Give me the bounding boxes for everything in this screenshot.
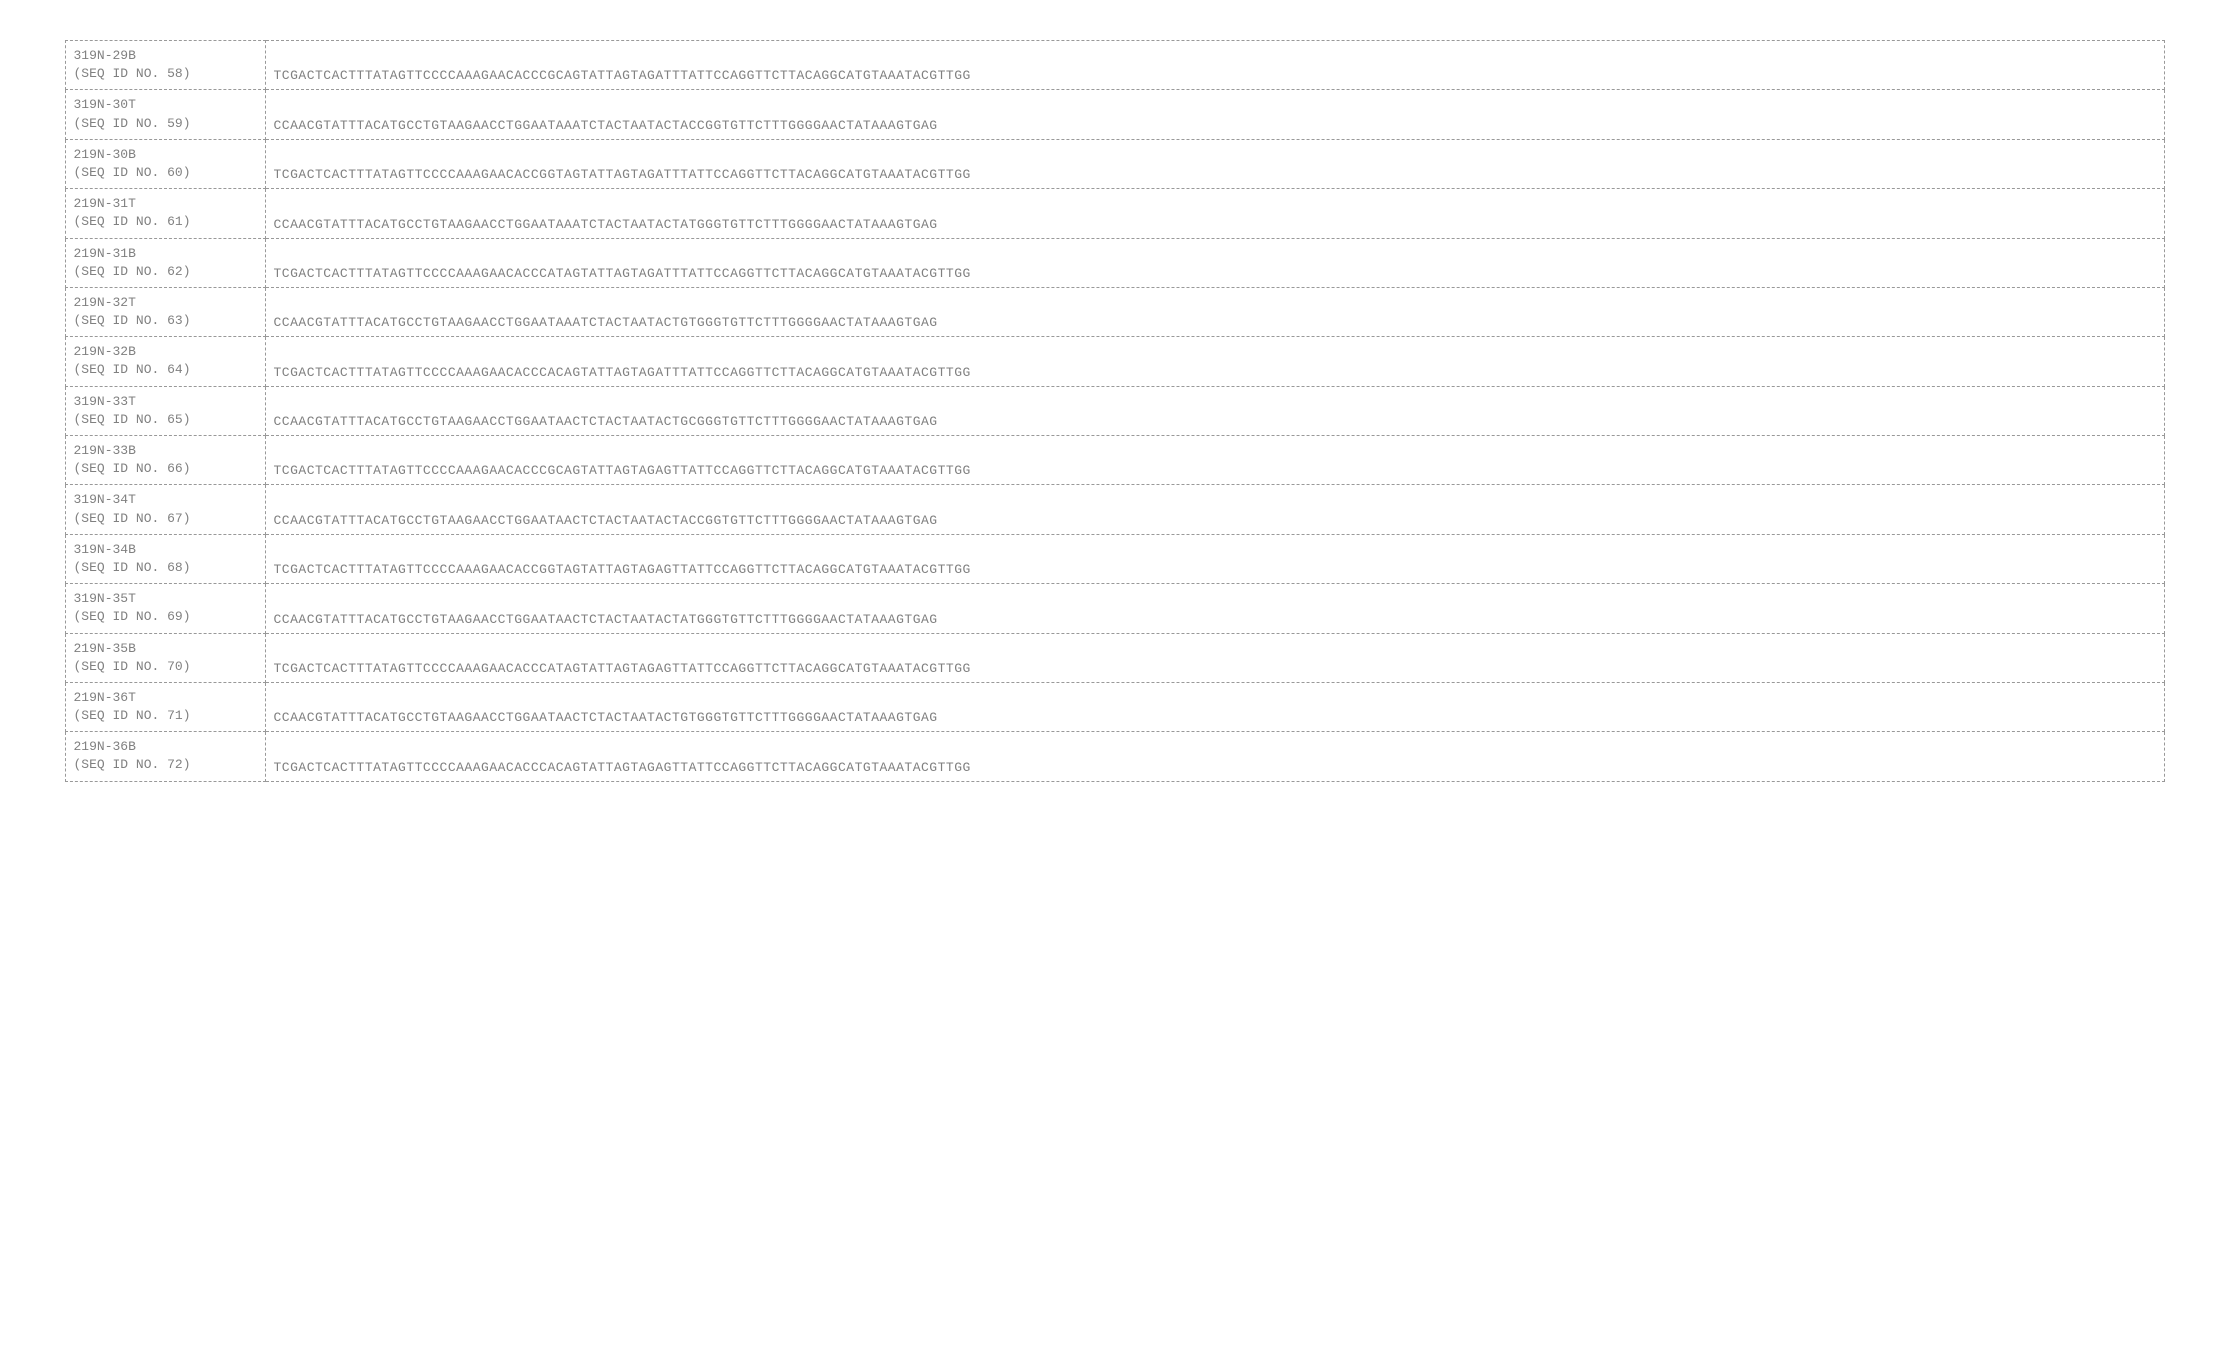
sequence-value-cell: CCAACGTATTTACATGCCTGTAAGAACCTGGAATAAATCT…	[265, 287, 2164, 336]
sequence-value-cell: TCGACTCACTTTATAGTTCCCCAAAGAACACCCACAGTAT…	[265, 732, 2164, 781]
sequence-label-cell: 219N-32B(SEQ ID NO. 64)	[65, 337, 265, 386]
sequence-table-container: 319N-29B(SEQ ID NO. 58)TCGACTCACTTTATAGT…	[65, 40, 2165, 782]
sequence-label-cell: 319N-33T(SEQ ID NO. 65)	[65, 386, 265, 435]
sequence-id-number: (SEQ ID NO. 67)	[74, 510, 257, 528]
sequence-id-number: (SEQ ID NO. 65)	[74, 411, 257, 429]
sequence-table: 319N-29B(SEQ ID NO. 58)TCGACTCACTTTATAGT…	[65, 40, 2165, 782]
sequence-id: 219N-33B	[74, 442, 257, 460]
sequence-label-cell: 319N-34T(SEQ ID NO. 67)	[65, 485, 265, 534]
table-row: 219N-33B(SEQ ID NO. 66)TCGACTCACTTTATAGT…	[65, 436, 2164, 485]
sequence-id-number: (SEQ ID NO. 70)	[74, 658, 257, 676]
sequence-id: 319N-34B	[74, 541, 257, 559]
sequence-id-number: (SEQ ID NO. 66)	[74, 460, 257, 478]
sequence-label-cell: 219N-33B(SEQ ID NO. 66)	[65, 436, 265, 485]
sequence-label-cell: 319N-35T(SEQ ID NO. 69)	[65, 584, 265, 633]
sequence-label-cell: 219N-30B(SEQ ID NO. 60)	[65, 139, 265, 188]
table-row: 319N-33T(SEQ ID NO. 65)CCAACGTATTTACATGC…	[65, 386, 2164, 435]
table-row: 319N-34T(SEQ ID NO. 67)CCAACGTATTTACATGC…	[65, 485, 2164, 534]
sequence-id-number: (SEQ ID NO. 60)	[74, 164, 257, 182]
sequence-id: 219N-32B	[74, 343, 257, 361]
table-row: 319N-30T(SEQ ID NO. 59)CCAACGTATTTACATGC…	[65, 90, 2164, 139]
sequence-value-cell: TCGACTCACTTTATAGTTCCCCAAAGAACACCCATAGTAT…	[265, 633, 2164, 682]
sequence-id: 219N-31B	[74, 245, 257, 263]
sequence-label-cell: 219N-36T(SEQ ID NO. 71)	[65, 682, 265, 731]
sequence-id: 219N-36B	[74, 738, 257, 756]
sequence-id-number: (SEQ ID NO. 63)	[74, 312, 257, 330]
sequence-value-cell: CCAACGTATTTACATGCCTGTAAGAACCTGGAATAACTCT…	[265, 584, 2164, 633]
table-row: 219N-36T(SEQ ID NO. 71)CCAACGTATTTACATGC…	[65, 682, 2164, 731]
sequence-value-cell: TCGACTCACTTTATAGTTCCCCAAAGAACACCCATAGTAT…	[265, 238, 2164, 287]
sequence-value-cell: TCGACTCACTTTATAGTTCCCCAAAGAACACCCACAGTAT…	[265, 337, 2164, 386]
sequence-id: 319N-33T	[74, 393, 257, 411]
sequence-label-cell: 319N-29B(SEQ ID NO. 58)	[65, 41, 265, 90]
sequence-id-number: (SEQ ID NO. 62)	[74, 263, 257, 281]
sequence-id: 219N-36T	[74, 689, 257, 707]
sequence-id-number: (SEQ ID NO. 64)	[74, 361, 257, 379]
sequence-value-cell: TCGACTCACTTTATAGTTCCCCAAAGAACACCGGTAGTAT…	[265, 534, 2164, 583]
sequence-value-cell: CCAACGTATTTACATGCCTGTAAGAACCTGGAATAACTCT…	[265, 386, 2164, 435]
sequence-table-body: 319N-29B(SEQ ID NO. 58)TCGACTCACTTTATAGT…	[65, 41, 2164, 782]
sequence-label-cell: 319N-30T(SEQ ID NO. 59)	[65, 90, 265, 139]
sequence-id-number: (SEQ ID NO. 58)	[74, 65, 257, 83]
sequence-value-cell: CCAACGTATTTACATGCCTGTAAGAACCTGGAATAAATCT…	[265, 90, 2164, 139]
table-row: 219N-31T(SEQ ID NO. 61)CCAACGTATTTACATGC…	[65, 189, 2164, 238]
sequence-id: 219N-32T	[74, 294, 257, 312]
sequence-value-cell: CCAACGTATTTACATGCCTGTAAGAACCTGGAATAAATCT…	[265, 189, 2164, 238]
sequence-label-cell: 219N-31T(SEQ ID NO. 61)	[65, 189, 265, 238]
sequence-label-cell: 219N-32T(SEQ ID NO. 63)	[65, 287, 265, 336]
sequence-label-cell: 219N-36B(SEQ ID NO. 72)	[65, 732, 265, 781]
sequence-label-cell: 219N-31B(SEQ ID NO. 62)	[65, 238, 265, 287]
table-row: 219N-36B(SEQ ID NO. 72)TCGACTCACTTTATAGT…	[65, 732, 2164, 781]
table-row: 219N-32T(SEQ ID NO. 63)CCAACGTATTTACATGC…	[65, 287, 2164, 336]
sequence-label-cell: 319N-34B(SEQ ID NO. 68)	[65, 534, 265, 583]
table-row: 319N-35T(SEQ ID NO. 69)CCAACGTATTTACATGC…	[65, 584, 2164, 633]
sequence-id-number: (SEQ ID NO. 71)	[74, 707, 257, 725]
table-row: 219N-30B(SEQ ID NO. 60)TCGACTCACTTTATAGT…	[65, 139, 2164, 188]
sequence-id-number: (SEQ ID NO. 59)	[74, 115, 257, 133]
sequence-id: 319N-29B	[74, 47, 257, 65]
sequence-id-number: (SEQ ID NO. 69)	[74, 608, 257, 626]
table-row: 319N-34B(SEQ ID NO. 68)TCGACTCACTTTATAGT…	[65, 534, 2164, 583]
sequence-id: 219N-31T	[74, 195, 257, 213]
sequence-id: 219N-35B	[74, 640, 257, 658]
sequence-value-cell: TCGACTCACTTTATAGTTCCCCAAAGAACACCGGTAGTAT…	[265, 139, 2164, 188]
table-row: 219N-31B(SEQ ID NO. 62)TCGACTCACTTTATAGT…	[65, 238, 2164, 287]
sequence-value-cell: TCGACTCACTTTATAGTTCCCCAAAGAACACCCGCAGTAT…	[265, 436, 2164, 485]
sequence-value-cell: CCAACGTATTTACATGCCTGTAAGAACCTGGAATAACTCT…	[265, 682, 2164, 731]
sequence-value-cell: CCAACGTATTTACATGCCTGTAAGAACCTGGAATAACTCT…	[265, 485, 2164, 534]
sequence-id-number: (SEQ ID NO. 72)	[74, 756, 257, 774]
sequence-id: 319N-30T	[74, 96, 257, 114]
sequence-id: 319N-35T	[74, 590, 257, 608]
sequence-id-number: (SEQ ID NO. 68)	[74, 559, 257, 577]
sequence-label-cell: 219N-35B(SEQ ID NO. 70)	[65, 633, 265, 682]
table-row: 219N-32B(SEQ ID NO. 64)TCGACTCACTTTATAGT…	[65, 337, 2164, 386]
table-row: 319N-29B(SEQ ID NO. 58)TCGACTCACTTTATAGT…	[65, 41, 2164, 90]
sequence-id-number: (SEQ ID NO. 61)	[74, 213, 257, 231]
sequence-id: 319N-34T	[74, 491, 257, 509]
table-row: 219N-35B(SEQ ID NO. 70)TCGACTCACTTTATAGT…	[65, 633, 2164, 682]
sequence-id: 219N-30B	[74, 146, 257, 164]
sequence-value-cell: TCGACTCACTTTATAGTTCCCCAAAGAACACCCGCAGTAT…	[265, 41, 2164, 90]
